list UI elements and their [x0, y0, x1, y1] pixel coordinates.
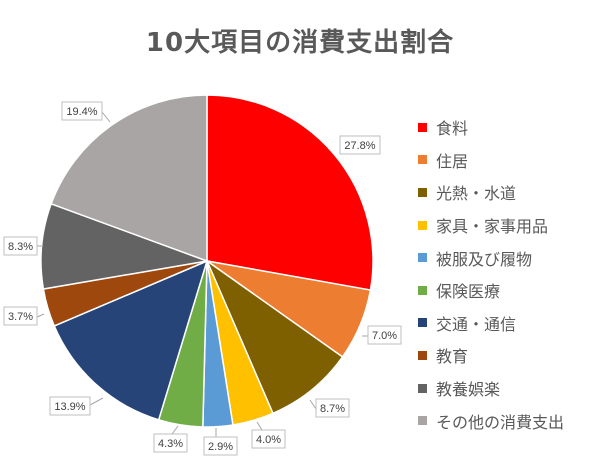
data-label-text: 7.0%: [372, 330, 397, 342]
data-label-6: 4.3%: [153, 425, 188, 453]
data-label-text: 13.9%: [54, 401, 85, 413]
legend-item-7: 交通・通信: [418, 307, 598, 340]
data-label-box: [49, 396, 91, 416]
data-labels: 27.8% 7.0% 8.7% 4.0% 2.9% 4.3% 13.9% 3.7% 8.3% 19…: [3, 101, 402, 456]
legend: 食料住居光熱・水道家具・家事用品 被服及び履物 保険医療交通・通信教育教養娯楽その他…: [418, 111, 598, 437]
legend-item-8: 教育: [418, 339, 598, 372]
pie-slice-3: [205, 258, 344, 415]
data-label-box: [153, 433, 188, 453]
data-label-4: 4.0%: [251, 421, 286, 449]
data-label-text: 3.7%: [8, 311, 33, 323]
legend-swatch: [418, 350, 427, 360]
legend-swatch: [418, 253, 427, 263]
data-label-box: [339, 135, 381, 155]
legend-swatch: [418, 318, 427, 328]
legend-swatch: [418, 383, 427, 393]
legend-label: 被服及び履物: [436, 249, 533, 269]
data-label-text: 8.7%: [320, 403, 345, 415]
legend-label: 住居: [436, 151, 469, 171]
data-label-text: 19.4%: [66, 106, 97, 118]
pie-slices: [40, 94, 374, 428]
legend-swatch: [418, 155, 427, 165]
legend-swatch: [418, 220, 427, 230]
legend-swatch: [418, 285, 427, 295]
data-label-box: [203, 436, 238, 456]
leader-line: [101, 111, 111, 123]
data-label-10: 19.4%: [61, 101, 111, 123]
legend-label: 保険医療: [436, 282, 501, 302]
legend-swatch: [418, 416, 427, 426]
pie-slice-1: [206, 94, 374, 291]
chart-title: 10大項目の消費支出割合: [145, 28, 455, 58]
legend-label: その他の消費支出: [436, 412, 565, 432]
data-label-8: 3.7%: [3, 306, 45, 326]
data-label-box: [3, 306, 38, 326]
legend-label: 教養娯楽: [436, 380, 501, 400]
legend-item-2: 住居: [418, 144, 598, 177]
data-label-1: 27.8%: [339, 135, 381, 155]
leader-line: [256, 421, 263, 431]
data-label-box: [315, 398, 350, 418]
legend-label: 家具・家事用品: [436, 217, 549, 237]
data-label-text: 4.3%: [158, 438, 183, 450]
legend-item-9: 教養娯楽: [418, 372, 598, 405]
legend-label: 交通・通信: [436, 314, 517, 334]
pie-slice-10: [50, 94, 208, 263]
data-label-5: 2.9%: [203, 428, 238, 456]
legend-item-4: 家具・家事用品: [418, 209, 598, 242]
data-label-text: 8.3%: [8, 241, 33, 253]
data-label-2: 7.0%: [362, 325, 402, 345]
data-label-9: 8.3%: [3, 236, 43, 256]
legend-swatch: [418, 122, 427, 132]
legend-swatch: [418, 187, 427, 197]
data-label-box: [61, 101, 103, 121]
legend-item-1: 食料: [418, 111, 598, 144]
data-label-text: 4.0%: [256, 434, 281, 446]
data-label-text: 2.9%: [208, 441, 233, 453]
legend-item-5: 被服及び履物: [418, 241, 598, 274]
legend-item-6: 保険医療: [418, 274, 598, 307]
data-label-text: 27.8%: [344, 140, 375, 152]
data-label-box: [251, 429, 286, 449]
legend-label: 光熱・水道: [436, 184, 517, 204]
legend-label: 教育: [436, 347, 469, 367]
legend-item-10: その他の消費支出: [418, 404, 598, 437]
data-label-7: 13.9%: [49, 396, 104, 416]
leader-line: [171, 425, 179, 435]
data-label-3: 8.7%: [309, 398, 350, 418]
data-label-box: [367, 325, 402, 345]
leader-line: [89, 397, 104, 406]
legend-item-3: 光熱・水道: [418, 176, 598, 209]
legend-label: 食料: [436, 119, 469, 139]
leader-line: [309, 399, 317, 410]
leader-line: [36, 313, 45, 318]
pie-slice-7: [53, 259, 209, 421]
data-label-box: [3, 236, 38, 256]
